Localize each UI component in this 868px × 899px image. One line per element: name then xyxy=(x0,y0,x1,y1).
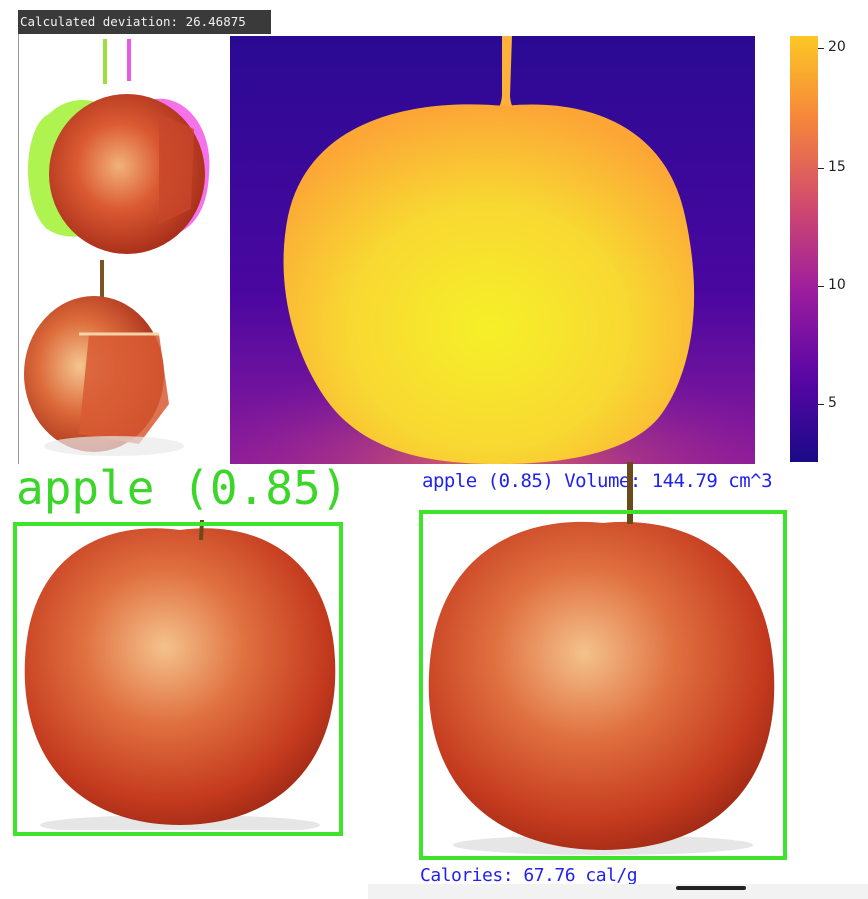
colorbar-tick-mark xyxy=(818,168,824,169)
colorbar-tick-mark xyxy=(818,404,824,405)
bottom-edge-strip xyxy=(368,884,868,899)
sliced-apple-view xyxy=(24,260,184,456)
input-views-panel xyxy=(18,34,230,464)
apple-stem xyxy=(627,462,633,524)
detection-label-left: apple (0.85) xyxy=(16,461,349,515)
depth-map-image xyxy=(230,36,755,464)
detection-box-left xyxy=(13,522,343,836)
colorbar-tick-label: 20 xyxy=(828,39,846,55)
deviation-banner: Calculated deviation: 26.46875 xyxy=(18,10,271,34)
detection-label-right: apple (0.85) Volume: 144.79 cm^3 xyxy=(422,470,773,492)
depth-map-panel xyxy=(230,36,755,464)
apple-photo-right xyxy=(424,515,782,855)
stereo-overlap-view xyxy=(28,39,210,254)
colorbar-tick-label: 10 xyxy=(828,277,846,293)
depth-colorbar xyxy=(790,36,818,462)
colorbar-tick-label: 15 xyxy=(828,159,846,175)
colorbar-tick-mark xyxy=(818,48,824,49)
colorbar-tick-label: 5 xyxy=(828,395,837,411)
apple-photo-left xyxy=(20,520,340,835)
calories-label: Calories: 67.76 cal/g xyxy=(420,865,638,886)
apple-views-illustration xyxy=(24,39,210,456)
detection-box-right xyxy=(419,510,787,860)
colorbar-tick-mark xyxy=(818,286,824,287)
scrollbar-thumb[interactable] xyxy=(676,886,746,890)
